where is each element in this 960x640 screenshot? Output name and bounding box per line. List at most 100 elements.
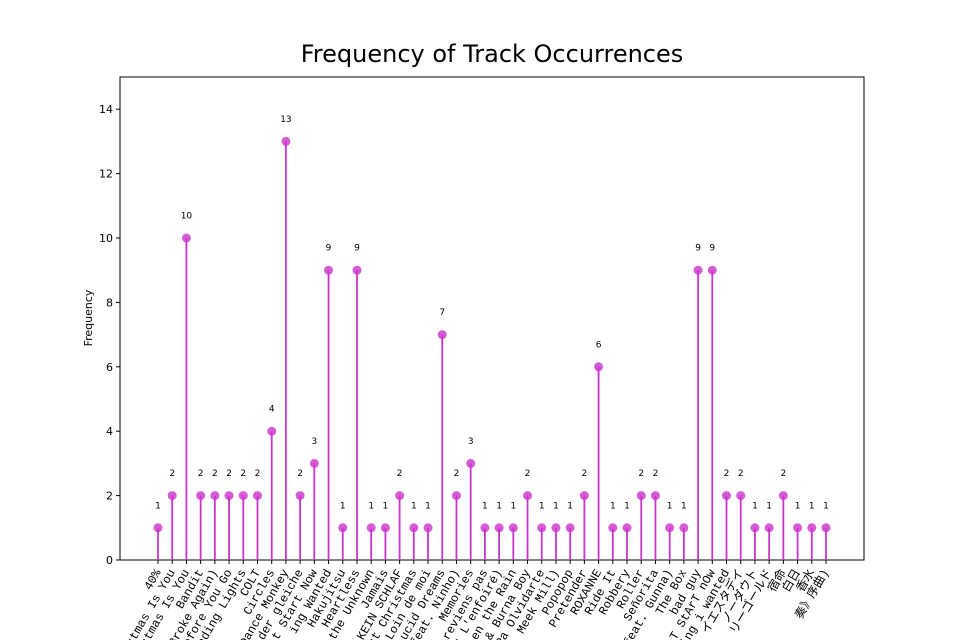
value-label: 2 [454,469,460,479]
value-label: 1 [624,501,630,511]
marker [636,491,646,501]
value-label: 9 [709,244,715,254]
marker [466,458,476,468]
marker [338,523,348,533]
marker [665,523,675,533]
value-label: 2 [240,469,246,479]
marker [679,523,689,533]
marker [238,491,248,501]
marker [395,491,405,501]
marker [167,491,177,501]
value-label: 1 [667,501,673,511]
value-label: 10 [181,211,193,221]
value-label: 2 [780,469,786,479]
marker [352,265,362,275]
value-label: 1 [539,501,545,511]
value-label: 6 [596,340,602,350]
marker [267,426,277,436]
y-tick-label: 0 [106,554,113,567]
marker [224,491,234,501]
marker [807,523,817,533]
value-label: 13 [280,115,291,125]
marker [608,523,618,533]
value-label: 2 [582,469,588,479]
marker [722,491,732,501]
marker [366,523,376,533]
marker [437,330,447,340]
marker [579,491,589,501]
value-label: 1 [795,501,801,511]
marker [622,523,632,533]
y-tick-label: 6 [106,361,113,374]
marker [451,491,461,501]
value-label: 1 [340,501,346,511]
plot-frame [119,76,865,561]
marker [537,523,547,533]
marker [409,523,419,533]
marker [423,523,433,533]
value-label: 7 [439,308,445,318]
marker [793,523,803,533]
marker [764,523,774,533]
value-label: 1 [823,501,829,511]
marker [494,523,504,533]
marker [693,265,703,275]
y-axis-label: Frequency [82,289,95,346]
value-label: 1 [752,501,758,511]
marker [778,491,788,501]
marker [196,491,206,501]
value-label: 2 [255,469,261,479]
value-label: 3 [468,437,474,447]
value-label: 2 [397,469,403,479]
value-label: 1 [482,501,488,511]
value-label: 1 [496,501,502,511]
marker [736,491,746,501]
value-label: 1 [610,501,616,511]
value-label: 1 [368,501,374,511]
y-tick-label: 2 [106,490,113,503]
y-tick-label: 12 [99,168,113,181]
marker [309,458,319,468]
value-label: 2 [226,469,232,479]
value-label: 4 [269,405,275,415]
value-label: 2 [169,469,175,479]
chart-title: Frequency of Track Occurrences [301,40,684,68]
marker [565,523,575,533]
marker [153,523,163,533]
marker [508,523,518,533]
value-label: 1 [766,501,772,511]
marker [551,523,561,533]
value-label: 1 [567,501,573,511]
value-label: 9 [326,244,332,254]
marker [281,136,291,146]
marker [707,265,717,275]
y-tick-label: 14 [99,103,113,116]
value-label: 1 [411,501,417,511]
marker [380,523,390,533]
value-label: 1 [681,501,687,511]
value-label: 2 [525,469,531,479]
marker [523,491,533,501]
y-tick-label: 10 [99,232,113,245]
value-label: 2 [212,469,218,479]
y-tick-label: 8 [106,296,113,309]
marker [252,491,262,501]
value-label: 1 [155,501,161,511]
marker [210,491,220,501]
y-tick-label: 4 [106,425,113,438]
marker [480,523,490,533]
value-label: 9 [354,244,360,254]
marker [650,491,660,501]
value-label: 2 [198,469,204,479]
marker [750,523,760,533]
value-label: 1 [383,501,389,511]
value-label: 1 [510,501,516,511]
marker [181,233,191,243]
value-label: 1 [425,501,431,511]
value-label: 2 [638,469,644,479]
value-label: 2 [297,469,303,479]
value-label: 1 [809,501,815,511]
value-label: 9 [695,244,701,254]
value-label: 2 [738,469,744,479]
